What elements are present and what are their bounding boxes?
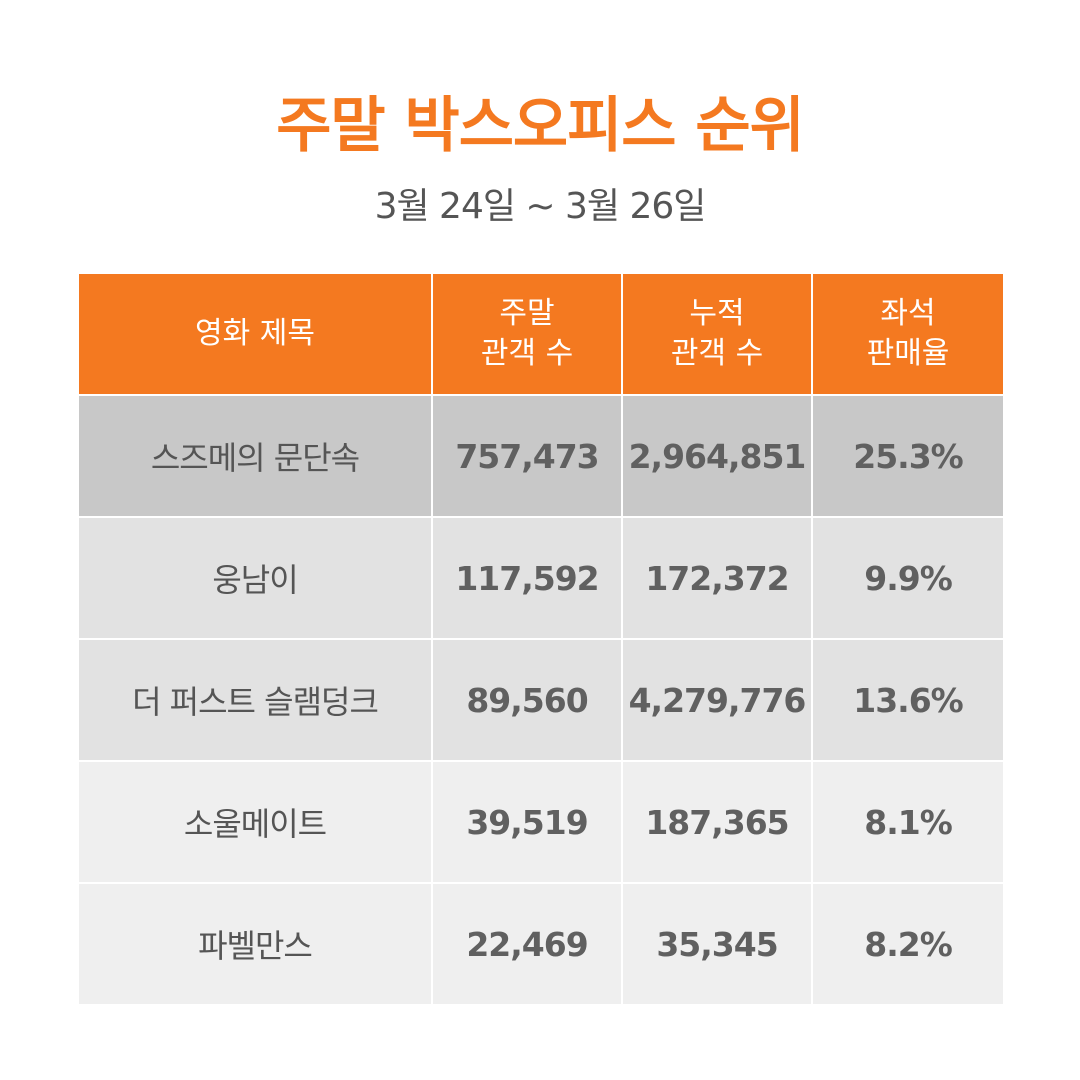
movie-title: 웅남이 (77, 516, 433, 640)
movie-title: 스즈메의 문단속 (77, 394, 433, 518)
table-body: 스즈메의 문단속 757,473 2,964,851 25.3% 웅남이 117… (77, 394, 1005, 1006)
table-row: 파벨만스 22,469 35,345 8.2% (77, 882, 1005, 1006)
cumulative-audience: 172,372 (621, 516, 813, 640)
movie-title: 파벨만스 (77, 882, 433, 1006)
cumulative-audience: 4,279,776 (621, 638, 813, 762)
column-header-cumulative-line2: 관객 수 (670, 336, 764, 371)
header-row: 영화 제목 주말 관객 수 누적 관객 수 좌석 판매율 (77, 272, 1005, 396)
column-header-seat-rate-line2: 판매율 (866, 336, 950, 371)
column-header-title-label: 영화 제목 (195, 316, 315, 351)
column-header-weekend-line1: 주말 (499, 296, 555, 331)
column-header-seat-rate: 좌석 판매율 (811, 272, 1005, 396)
column-header-weekend-audience: 주말 관객 수 (431, 272, 623, 396)
table-row: 소울메이트 39,519 187,365 8.1% (77, 760, 1005, 884)
column-header-cumulative-audience: 누적 관객 수 (621, 272, 813, 396)
table-row: 웅남이 117,592 172,372 9.9% (77, 516, 1005, 640)
cumulative-audience: 187,365 (621, 760, 813, 884)
seat-sales-rate: 8.1% (811, 760, 1005, 884)
weekend-audience: 117,592 (431, 516, 623, 640)
seat-sales-rate: 9.9% (811, 516, 1005, 640)
movie-title: 더 퍼스트 슬램덩크 (77, 638, 433, 762)
column-header-seat-rate-line1: 좌석 (880, 296, 936, 331)
box-office-table: 영화 제목 주말 관객 수 누적 관객 수 좌석 판매율 스즈메의 문단속 75… (77, 272, 1005, 1006)
column-header-cumulative-line1: 누적 (689, 296, 745, 331)
movie-title: 소울메이트 (77, 760, 433, 884)
seat-sales-rate: 8.2% (811, 882, 1005, 1006)
seat-sales-rate: 13.6% (811, 638, 1005, 762)
date-range: 3월 24일 ~ 3월 26일 (374, 186, 707, 227)
table-row: 더 퍼스트 슬램덩크 89,560 4,279,776 13.6% (77, 638, 1005, 762)
seat-sales-rate: 25.3% (811, 394, 1005, 518)
weekend-audience: 39,519 (431, 760, 623, 884)
cumulative-audience: 2,964,851 (621, 394, 813, 518)
table-header: 영화 제목 주말 관객 수 누적 관객 수 좌석 판매율 (77, 272, 1005, 396)
weekend-audience: 757,473 (431, 394, 623, 518)
weekend-audience: 89,560 (431, 638, 623, 762)
weekend-audience: 22,469 (431, 882, 623, 1006)
table-row: 스즈메의 문단속 757,473 2,964,851 25.3% (77, 394, 1005, 518)
cumulative-audience: 35,345 (621, 882, 813, 1006)
page-title: 주말 박스오피스 순위 (276, 91, 805, 161)
column-header-weekend-line2: 관객 수 (480, 336, 574, 371)
column-header-title: 영화 제목 (77, 272, 433, 396)
